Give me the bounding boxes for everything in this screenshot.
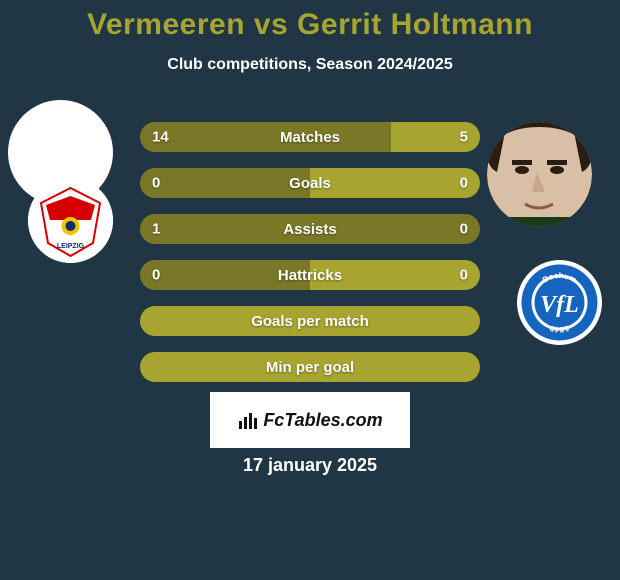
bar-label: Min per goal <box>266 359 354 376</box>
club-logo-right: VfL Bochum 1848 <box>517 260 602 345</box>
subtitle: Club competitions, Season 2024/2025 <box>0 56 620 74</box>
player-right-photo <box>487 122 592 227</box>
svg-text:VfL: VfL <box>540 292 579 318</box>
comparison-infographic: Vermeeren vs Gerrit Holtmann Club compet… <box>0 0 620 580</box>
date-label: 17 january 2025 <box>0 455 620 476</box>
watermark: FcTables.com <box>210 392 410 448</box>
bar-value-left: 1 <box>152 221 160 238</box>
chart-icon <box>237 409 259 431</box>
bar-value-right: 0 <box>460 267 468 284</box>
bar-value-left: 0 <box>152 175 160 192</box>
club-logo-left: LEIPZIG <box>28 178 113 263</box>
page-title: Vermeeren vs Gerrit Holtmann <box>0 0 620 42</box>
bar-left-fill <box>140 122 391 152</box>
bar-goals: 0 Goals 0 <box>140 168 480 198</box>
bar-value-left: 0 <box>152 267 160 284</box>
bar-value-left: 14 <box>152 129 169 146</box>
bar-assists: 1 Assists 0 <box>140 214 480 244</box>
bar-right-fill <box>310 168 480 198</box>
bar-label: Assists <box>283 221 336 238</box>
bar-value-right: 0 <box>460 175 468 192</box>
bar-value-right: 0 <box>460 221 468 238</box>
bar-label: Goals per match <box>251 313 369 330</box>
bar-hattricks: 0 Hattricks 0 <box>140 260 480 290</box>
bar-value-right: 5 <box>460 129 468 146</box>
bar-matches: 14 Matches 5 <box>140 122 480 152</box>
bar-label: Goals <box>289 175 331 192</box>
svg-text:LEIPZIG: LEIPZIG <box>57 243 85 250</box>
bar-label: Hattricks <box>278 267 342 284</box>
watermark-text: FcTables.com <box>263 410 382 431</box>
bar-label: Matches <box>280 129 340 146</box>
bar-goals-per-match: Goals per match <box>140 306 480 336</box>
bar-min-per-goal: Min per goal <box>140 352 480 382</box>
stat-bars: 14 Matches 5 0 Goals 0 1 Assists 0 0 Hat… <box>140 122 480 398</box>
bar-left-fill <box>140 168 310 198</box>
